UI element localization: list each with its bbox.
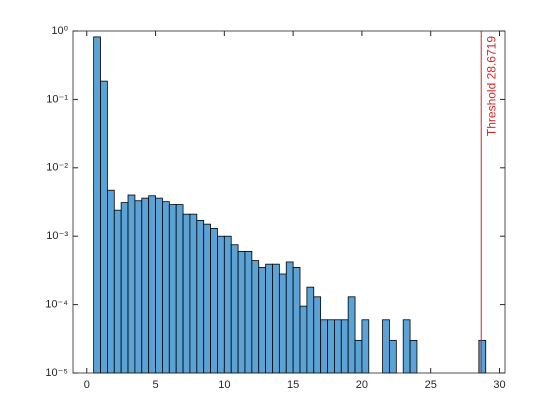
bar <box>306 286 315 374</box>
bar <box>244 250 253 374</box>
bar <box>361 319 370 374</box>
bar <box>299 305 308 374</box>
bar <box>278 273 287 374</box>
x-tick-label: 0 <box>84 379 90 391</box>
bar <box>382 319 390 374</box>
bar <box>223 235 232 374</box>
bar <box>196 220 205 374</box>
bar <box>347 296 356 374</box>
axes-box <box>72 30 506 374</box>
bar <box>100 80 108 374</box>
x-tick-label: 25 <box>425 379 437 391</box>
x-tick-label: 30 <box>493 379 505 391</box>
bar <box>155 197 163 374</box>
threshold-label: Threshold 28.6719 <box>484 36 498 136</box>
bar <box>237 250 246 374</box>
bar <box>127 194 136 374</box>
bar <box>175 204 184 374</box>
bar <box>203 223 211 374</box>
bar <box>120 202 129 374</box>
bar <box>402 319 411 374</box>
y-tick-label: 10⁰ <box>51 25 68 37</box>
bar <box>210 228 218 374</box>
bar <box>182 213 191 374</box>
bar <box>409 339 418 374</box>
bar <box>258 266 267 374</box>
x-tick-label: 20 <box>356 379 368 391</box>
x-tick-label: 10 <box>218 379 230 391</box>
bar <box>106 189 115 374</box>
bar <box>93 36 101 374</box>
bar <box>217 235 225 374</box>
y-tick-label: 10⁻² <box>46 162 68 174</box>
bar <box>265 263 273 374</box>
x-tick-label: 5 <box>152 379 158 391</box>
bar <box>189 213 198 374</box>
bar <box>354 339 363 374</box>
y-tick-label: 10⁻⁴ <box>45 299 68 311</box>
bar <box>113 209 122 374</box>
bar <box>251 260 260 374</box>
bar <box>340 319 349 374</box>
bar <box>292 266 301 374</box>
bar <box>313 296 322 374</box>
bar <box>334 319 342 374</box>
bar <box>478 339 487 374</box>
bar <box>141 197 150 374</box>
y-tick-label: 10⁻⁵ <box>45 367 68 379</box>
bar <box>272 263 280 374</box>
y-tick-label: 10⁻¹ <box>46 93 68 105</box>
bar <box>285 261 294 374</box>
x-tick-label: 15 <box>287 379 299 391</box>
bar <box>168 204 177 374</box>
bar <box>389 339 397 374</box>
bar <box>134 200 143 374</box>
bar <box>162 201 170 374</box>
bar <box>327 319 335 374</box>
bar <box>230 244 239 374</box>
bar <box>148 195 156 374</box>
bar <box>320 319 328 374</box>
y-tick-label: 10⁻³ <box>46 230 68 242</box>
